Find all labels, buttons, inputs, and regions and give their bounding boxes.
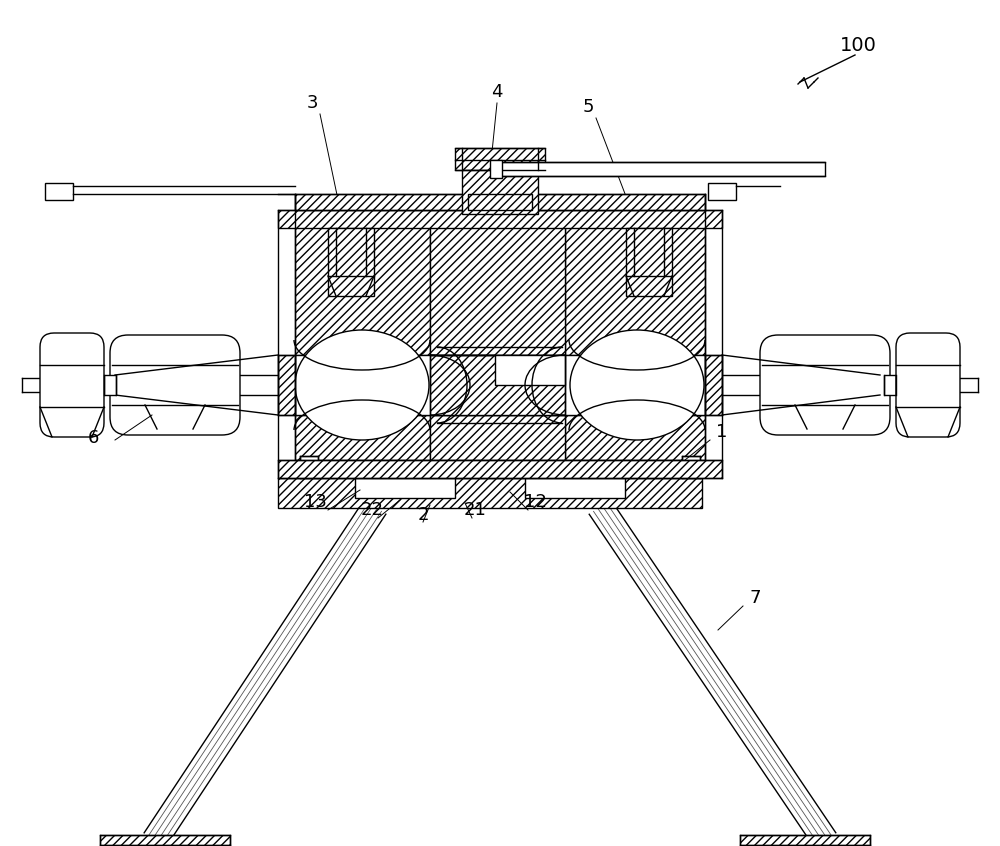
Text: 7: 7 — [749, 589, 761, 607]
Text: 4: 4 — [491, 83, 503, 101]
Polygon shape — [278, 355, 295, 415]
Bar — [455, 148, 545, 170]
Bar — [300, 456, 318, 478]
Text: 21: 21 — [464, 501, 486, 519]
Bar — [490, 160, 502, 178]
Bar — [100, 835, 230, 845]
Text: 13: 13 — [304, 493, 326, 511]
Bar — [295, 355, 705, 415]
Bar — [295, 194, 705, 210]
FancyBboxPatch shape — [760, 335, 890, 435]
Text: 12: 12 — [524, 493, 546, 511]
Bar — [468, 194, 532, 210]
Bar — [884, 375, 896, 395]
Polygon shape — [430, 355, 565, 415]
Bar — [278, 460, 722, 478]
Polygon shape — [430, 355, 565, 385]
Polygon shape — [430, 220, 565, 355]
Polygon shape — [565, 355, 705, 415]
FancyBboxPatch shape — [896, 333, 960, 437]
Bar — [495, 162, 825, 176]
Bar — [626, 228, 672, 296]
Bar — [708, 183, 736, 200]
Polygon shape — [295, 220, 430, 460]
Polygon shape — [565, 220, 705, 460]
Bar — [682, 456, 700, 478]
Text: 2: 2 — [417, 506, 429, 524]
Text: 1: 1 — [716, 423, 728, 441]
FancyBboxPatch shape — [40, 333, 104, 437]
Text: 5: 5 — [582, 98, 594, 116]
Bar — [328, 228, 374, 296]
Polygon shape — [705, 355, 722, 415]
Bar — [45, 183, 73, 200]
Bar — [462, 170, 538, 214]
Bar — [104, 375, 116, 395]
Bar — [740, 835, 870, 845]
Bar — [355, 478, 455, 498]
Ellipse shape — [295, 330, 429, 440]
Text: 22: 22 — [360, 501, 384, 519]
Text: 3: 3 — [306, 94, 318, 112]
Text: 6: 6 — [87, 429, 99, 447]
Ellipse shape — [570, 330, 704, 440]
Bar — [525, 478, 625, 498]
FancyBboxPatch shape — [110, 335, 240, 435]
Text: 100: 100 — [840, 36, 876, 54]
Bar — [278, 210, 722, 228]
Polygon shape — [430, 415, 565, 460]
Polygon shape — [295, 355, 430, 415]
Bar — [278, 478, 702, 508]
